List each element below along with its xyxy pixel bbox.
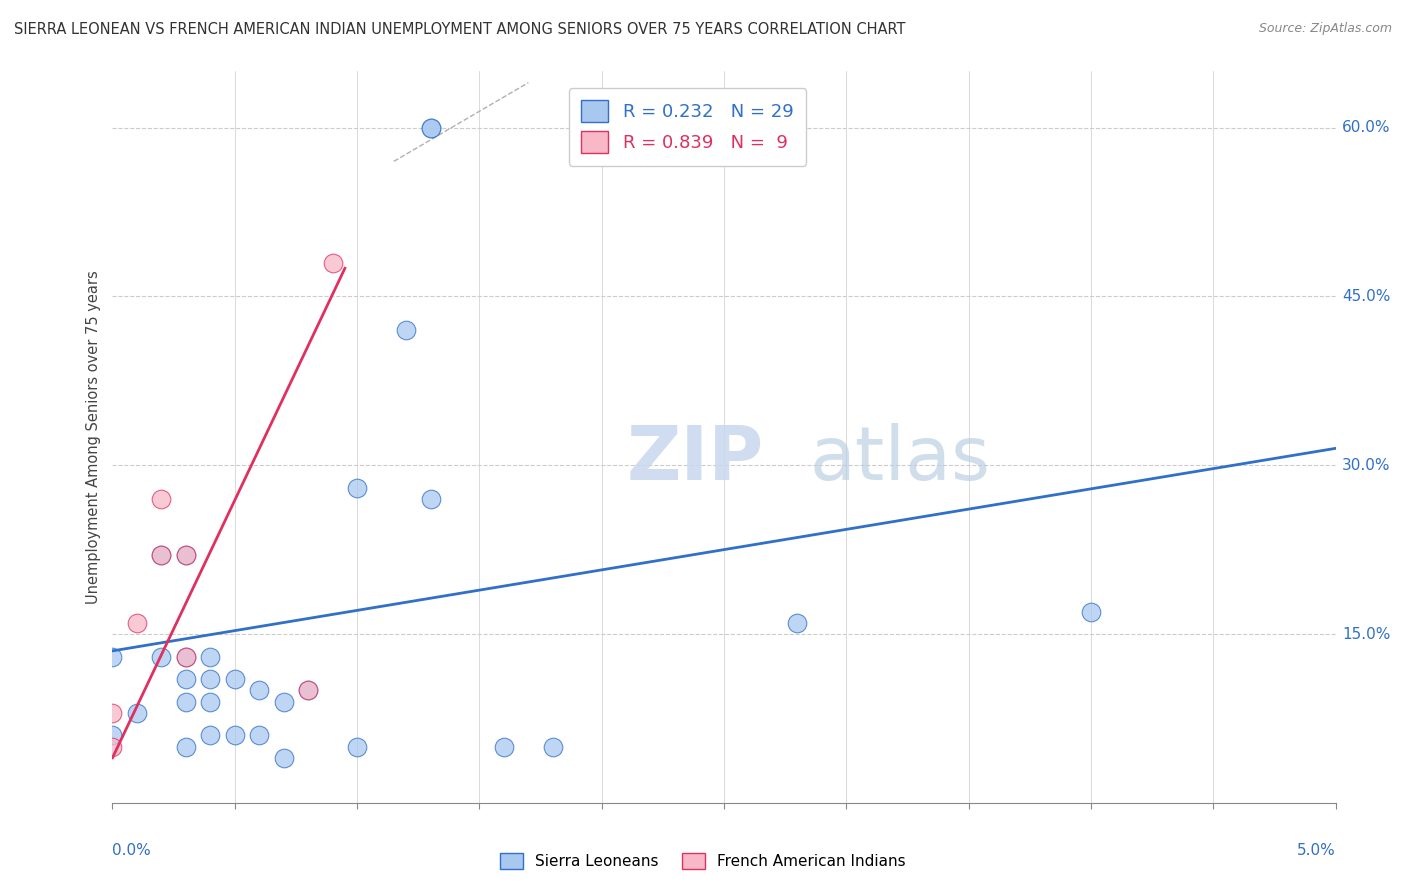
Text: 30.0%: 30.0% (1341, 458, 1391, 473)
Point (174, 649, 197, 664)
Point (247, 683, 270, 698)
Point (786, 615, 808, 630)
Point (297, 683, 319, 698)
Point (174, 694, 197, 708)
Point (174, 649, 197, 664)
Point (101, 728, 124, 742)
Point (200, 694, 222, 708)
Point (200, 728, 222, 742)
Point (541, 739, 564, 754)
Point (247, 728, 270, 742)
Text: Source: ZipAtlas.com: Source: ZipAtlas.com (1258, 22, 1392, 36)
Point (224, 672, 246, 686)
Point (101, 706, 124, 720)
Text: 45.0%: 45.0% (1341, 289, 1391, 304)
Legend: R = 0.232   N = 29, R = 0.839   N =  9: R = 0.232 N = 29, R = 0.839 N = 9 (568, 87, 806, 166)
Point (101, 649, 124, 664)
Text: 0.0%: 0.0% (112, 843, 152, 858)
Point (492, 739, 515, 754)
Point (297, 683, 319, 698)
Point (125, 615, 148, 630)
Point (174, 739, 197, 754)
Point (174, 672, 197, 686)
Point (419, 120, 441, 135)
Point (150, 649, 173, 664)
Point (174, 548, 197, 562)
Text: atlas: atlas (810, 423, 991, 496)
Text: 5.0%: 5.0% (1296, 843, 1336, 858)
Point (224, 728, 246, 742)
Point (150, 548, 173, 562)
Point (322, 255, 344, 269)
Point (273, 751, 295, 765)
Text: 15.0%: 15.0% (1341, 626, 1391, 641)
Point (395, 323, 418, 337)
Point (101, 739, 124, 754)
Point (419, 491, 441, 506)
Y-axis label: Unemployment Among Seniors over 75 years: Unemployment Among Seniors over 75 years (86, 270, 101, 604)
Point (346, 739, 368, 754)
Text: SIERRA LEONEAN VS FRENCH AMERICAN INDIAN UNEMPLOYMENT AMONG SENIORS OVER 75 YEAR: SIERRA LEONEAN VS FRENCH AMERICAN INDIAN… (14, 22, 905, 37)
Text: ZIP: ZIP (626, 423, 763, 496)
Legend: Sierra Leoneans, French American Indians: Sierra Leoneans, French American Indians (495, 847, 911, 875)
Point (125, 706, 148, 720)
Point (346, 481, 368, 495)
Point (150, 548, 173, 562)
Point (419, 120, 441, 135)
Point (150, 491, 173, 506)
Point (174, 548, 197, 562)
Point (200, 649, 222, 664)
Point (1080, 605, 1102, 619)
Text: 60.0%: 60.0% (1341, 120, 1391, 135)
Point (273, 694, 295, 708)
Point (200, 672, 222, 686)
